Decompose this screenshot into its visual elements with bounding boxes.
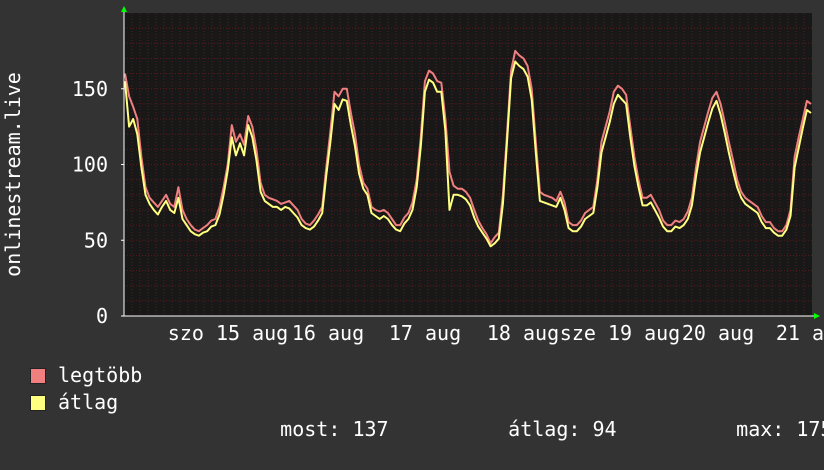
legend-item-avg: átlag [30,389,142,416]
x-tick-label: 21 aug [776,321,824,345]
y-tick-label: 100 [72,153,108,177]
stat-current-value: 137 [352,417,389,441]
legend-item-max: legtöbb [30,362,142,389]
x-tick-label: sze 19 aug [560,321,680,345]
stat-average-value: 94 [592,417,617,441]
x-tick-label: szo 15 aug [168,321,288,345]
legend-label-avg: átlag [58,390,119,414]
y-axis-label: onlinestream.live [1,72,25,277]
legend-swatch-avg [30,394,46,411]
series-line-max [124,49,812,245]
stat-maximum-label: max: [736,417,785,441]
x-tick-label: 20 aug [682,321,754,345]
y-tick-label: 0 [96,304,108,328]
chart-svg: 0 50 100 150 onlinestream.live szo 15 aug 16 a… [1,6,824,345]
x-tick-label: 18 aug [487,321,559,345]
y-axis-arrow [121,6,127,12]
x-axis-arrow [814,313,820,319]
stat-current-label: most: [280,417,341,441]
y-tick-label: 50 [84,228,108,252]
stat-average-label: átlag: [508,417,581,441]
y-tick-label: 150 [72,77,108,101]
x-tick-label: 16 aug [292,321,364,345]
stat-maximum-value: 175 [796,417,824,441]
series-line-avg [124,60,812,248]
legend: legtöbb átlag [30,362,142,416]
x-tick-label: 17 aug [389,321,461,345]
legend-swatch-max [30,367,46,384]
legend-label-max: legtöbb [58,363,143,387]
chart-root: 0 50 100 150 onlinestream.live szo 15 aug 16 a… [1,6,824,441]
